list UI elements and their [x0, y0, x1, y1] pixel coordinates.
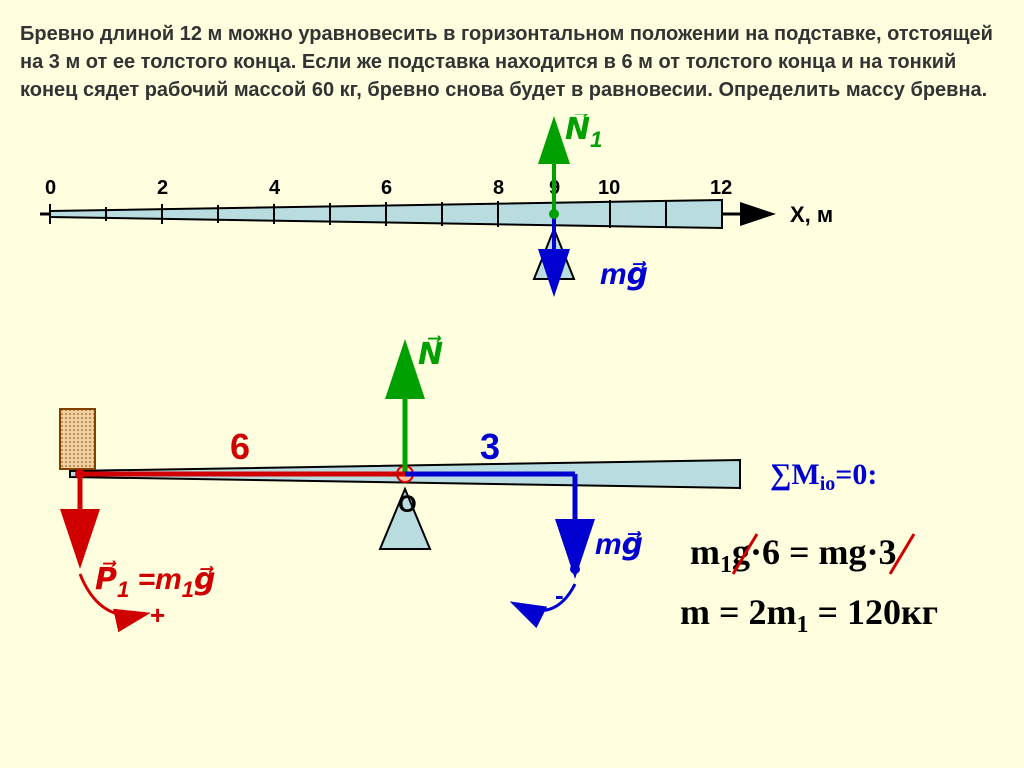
axis-label: X, м [790, 202, 833, 227]
problem-statement: Бревно длиной 12 м можно уравновесить в … [0, 0, 1024, 114]
physics-diagrams: 0 2 4 6 8 9 10 12 X, м [0, 114, 1024, 694]
cg-point-1 [549, 209, 559, 219]
n1-label: N⃗1 [565, 114, 602, 152]
dim-left-label: 6 [230, 426, 250, 467]
worker-block [60, 409, 95, 469]
mg1-label: mg⃗ [600, 258, 648, 291]
svg-text:10: 10 [598, 177, 620, 199]
diagram-1: 0 2 4 6 8 9 10 12 X, м [40, 114, 833, 291]
dim-right-label: 3 [480, 426, 500, 467]
svg-text:2: 2 [157, 177, 168, 199]
svg-text:6: 6 [381, 177, 392, 199]
svg-text:8: 8 [493, 177, 504, 199]
p1-label: P⃗1 =m1g⃗ [95, 561, 216, 602]
svg-text:12: 12 [710, 177, 732, 199]
diagram-area: 0 2 4 6 8 9 10 12 X, м [0, 114, 1024, 694]
minus-sign: - [555, 580, 564, 610]
moment-sum: ∑Mio=0: [770, 458, 877, 495]
eq1: m1g·6 = mg·3 [690, 532, 897, 578]
eq2: m = 2m1 = 120кг [680, 592, 938, 638]
tick-labels: 0 2 4 6 8 9 10 12 [45, 177, 732, 199]
mg2-label: mg⃗ [595, 528, 643, 561]
svg-text:0: 0 [45, 177, 56, 199]
diagram-2: O N⃗ 6 3 mg⃗ - P⃗1 =m1g⃗ + [60, 336, 740, 630]
pivot-label: O [398, 491, 417, 518]
plus-sign: + [150, 600, 165, 630]
svg-text:4: 4 [269, 177, 281, 199]
n-label: N⃗ [418, 336, 443, 371]
minus-arc [515, 584, 575, 611]
